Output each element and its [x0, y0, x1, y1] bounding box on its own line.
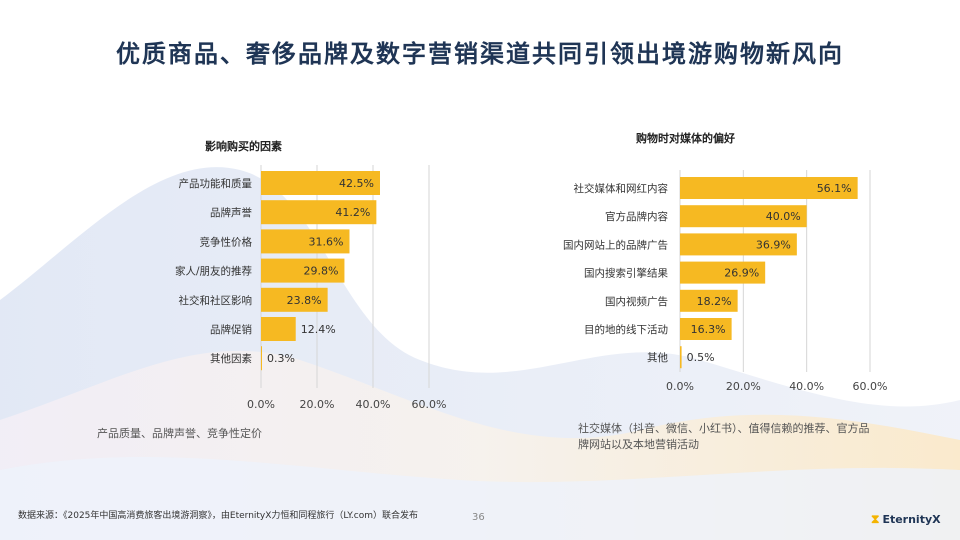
x-tick-label: 0.0%	[247, 398, 275, 411]
page-title: 优质商品、奢侈品牌及数字营销渠道共同引领出境游购物新风向	[116, 40, 844, 68]
data-label: 26.9%	[724, 267, 759, 280]
chart-title-media-preference: 购物时对媒体的偏好	[636, 132, 735, 145]
chart-title-purchase-factors: 影响购买的因素	[205, 140, 282, 153]
category-label: 品牌声誉	[210, 206, 252, 219]
data-label: 31.6%	[309, 235, 344, 248]
logo-text: EternityX	[882, 513, 941, 526]
bar	[680, 233, 797, 256]
x-tick-label: 40.0%	[789, 380, 824, 393]
logo-icon: ⧗	[871, 512, 880, 526]
x-tick-label: 40.0%	[356, 398, 391, 411]
category-label: 其他因素	[210, 352, 252, 365]
category-label: 竞争性价格	[200, 235, 253, 248]
category-label: 其他	[647, 351, 668, 364]
category-label: 家人/朋友的推荐	[175, 265, 252, 278]
bar	[261, 258, 345, 283]
bar	[261, 200, 377, 225]
data-label: 16.3%	[691, 323, 726, 336]
category-label: 品牌促销	[210, 323, 252, 336]
brand-logo: ⧗ EternityX	[871, 512, 941, 527]
bar	[680, 318, 732, 340]
chart-note-purchase-factors: 产品质量、品牌声誉、竞争性定价	[97, 427, 262, 440]
data-label: 36.9%	[756, 238, 791, 251]
bar	[261, 287, 328, 312]
category-label: 产品功能和质量	[179, 177, 253, 190]
data-label: 18.2%	[697, 295, 732, 308]
data-label: 12.4%	[301, 323, 336, 336]
data-label: 40.0%	[766, 210, 801, 223]
x-tick-label: 20.0%	[300, 398, 335, 411]
x-tick-label: 0.0%	[666, 380, 694, 393]
bar	[680, 346, 682, 369]
bar	[680, 261, 766, 284]
category-label: 国内视频广告	[605, 295, 668, 308]
data-label: 0.3%	[267, 352, 295, 365]
category-label: 国内搜索引擎结果	[584, 267, 668, 280]
bar	[680, 205, 807, 228]
x-tick-label: 60.0%	[412, 398, 447, 411]
bar	[261, 229, 350, 254]
source-footnote: 数据来源：《2025年中国高消费旅客出境游洞察》，由EternityX力恒和同程…	[18, 511, 419, 521]
page-number: 36	[472, 512, 485, 523]
category-label: 目的地的线下活动	[584, 323, 668, 336]
x-tick-label: 60.0%	[853, 380, 888, 393]
category-label: 社交和社区影响	[179, 294, 253, 307]
bar	[680, 177, 858, 199]
data-label: 41.2%	[335, 206, 370, 219]
bar	[261, 346, 262, 371]
data-label: 56.1%	[817, 182, 852, 195]
data-label: 29.8%	[303, 265, 338, 278]
category-label: 社交媒体和网红内容	[574, 182, 669, 195]
chart-note-media-preference: 社交媒体（抖音、微信、小红书）、值得信赖的推荐、官方品牌网站以及本地营销活动	[578, 422, 870, 451]
data-label: 42.5%	[339, 177, 374, 190]
category-label: 官方品牌内容	[605, 210, 668, 223]
x-tick-label: 20.0%	[726, 380, 761, 393]
bar	[261, 171, 380, 195]
data-label: 0.5%	[687, 351, 715, 364]
bar	[680, 289, 738, 312]
category-label: 国内网站上的品牌广告	[563, 238, 668, 251]
bar	[261, 317, 296, 341]
data-label: 23.8%	[287, 294, 322, 307]
